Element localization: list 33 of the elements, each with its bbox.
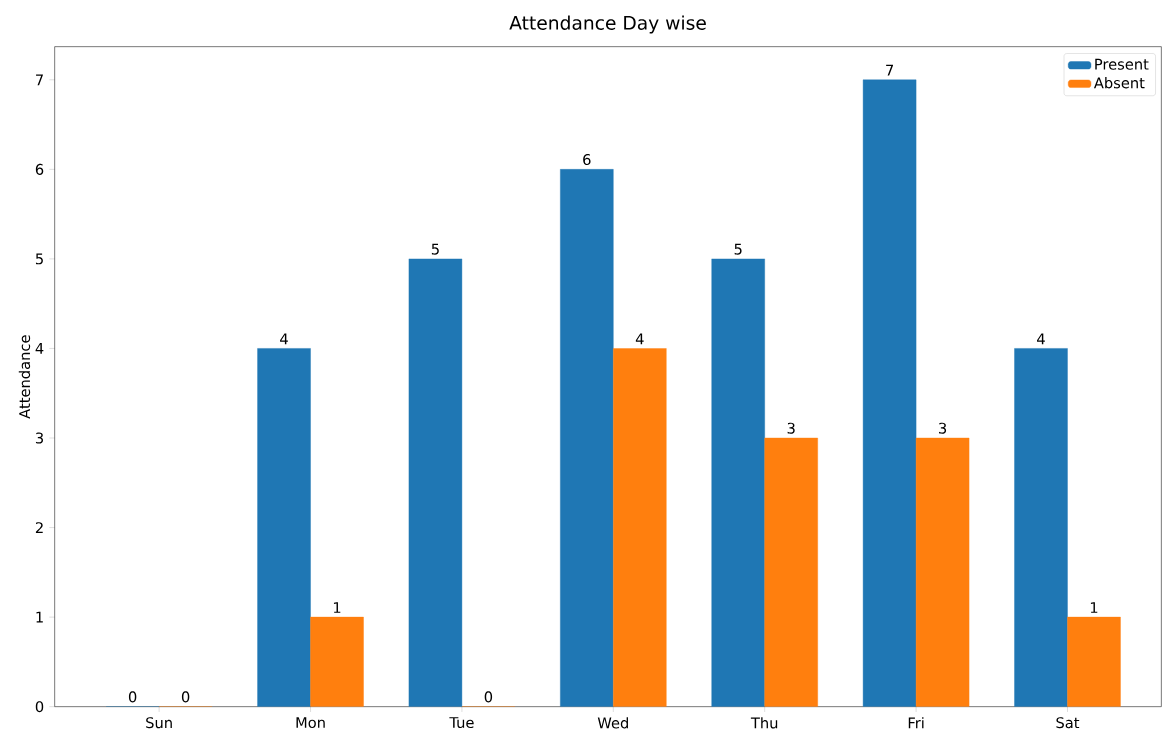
data-label: 0 <box>128 691 137 703</box>
x-tick-label: Tue <box>449 717 474 729</box>
data-label: 0 <box>484 691 493 703</box>
x-tick-label: Sun <box>146 717 172 729</box>
y-tick-label: 2 <box>35 522 43 533</box>
data-label: 7 <box>886 64 894 76</box>
chart-title: Attendance Day wise <box>509 15 706 34</box>
y-tick-label: 0 <box>35 701 44 713</box>
y-axis-title: Attendance <box>18 335 31 419</box>
legend-label: Present <box>1095 58 1149 70</box>
data-label: 4 <box>280 333 288 345</box>
data-label: 6 <box>583 154 591 166</box>
y-tick-label: 3 <box>35 432 44 444</box>
data-label: 1 <box>1090 602 1098 613</box>
data-label: 5 <box>431 243 439 255</box>
x-tick-label: Thu <box>750 717 778 729</box>
x-tick-label: Mon <box>296 717 325 729</box>
x-tick-label: Fri <box>908 717 924 729</box>
x-tick-label: Wed <box>597 717 628 729</box>
data-label: 1 <box>333 602 341 613</box>
legend-label: Absent <box>1093 77 1145 89</box>
y-tick-label: 4 <box>35 343 44 354</box>
y-tick-label: 6 <box>35 163 44 175</box>
y-tick-label: 5 <box>35 253 43 265</box>
data-label: 4 <box>1037 333 1045 345</box>
x-tick-label: Sat <box>1056 717 1080 729</box>
data-label: 4 <box>635 333 644 345</box>
y-tick-label: 7 <box>36 74 43 86</box>
data-label: 3 <box>787 422 795 434</box>
data-label: 3 <box>939 422 947 434</box>
data-label: 0 <box>181 691 190 703</box>
data-label: 5 <box>734 243 742 255</box>
y-tick-label: 1 <box>36 611 43 623</box>
